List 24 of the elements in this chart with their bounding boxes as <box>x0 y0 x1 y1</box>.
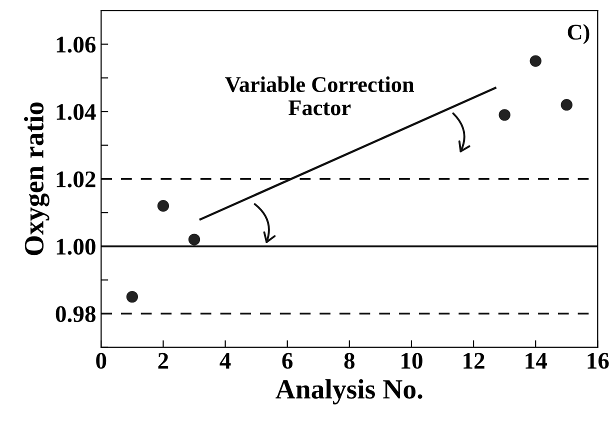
x-tick-label: 6 <box>282 352 293 369</box>
x-tick-label: 10 <box>402 352 422 369</box>
x-tick-label: 16 <box>588 352 609 369</box>
y-tick-label: 1.04 <box>56 104 96 120</box>
y-tick-label: 0.98 <box>56 306 96 322</box>
annotation: Variable Correction Factor <box>225 76 414 116</box>
point <box>157 200 170 212</box>
annotation: C) <box>568 24 590 44</box>
point <box>188 234 200 246</box>
y-tick-label: 1.00 <box>56 238 96 255</box>
x-tick-label: 8 <box>344 352 355 369</box>
x-tick-label: 14 <box>526 352 547 369</box>
x-tick-label: 2 <box>158 352 168 369</box>
y-tick-label: 1.02 <box>56 171 96 188</box>
x-tick-label: 12 <box>464 352 484 369</box>
x-tick-label: 4 <box>220 353 231 369</box>
point <box>560 98 572 111</box>
x-tick-label: 0 <box>96 352 106 369</box>
point <box>530 55 542 67</box>
y-tick-label: 1.06 <box>56 36 96 53</box>
x-axis-title: Analysis No. <box>276 379 422 404</box>
y-axis-title: Oxygen ratio <box>24 102 50 256</box>
point <box>498 109 510 121</box>
point <box>126 290 138 303</box>
